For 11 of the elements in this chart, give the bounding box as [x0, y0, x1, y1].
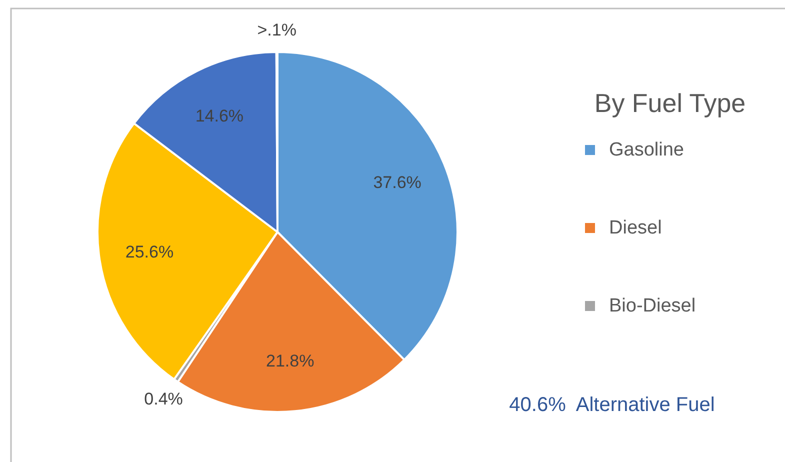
legend-title: By Fuel Type	[594, 88, 746, 118]
data-label: 37.6%	[373, 173, 422, 192]
data-label: 25.6%	[125, 242, 174, 262]
data-label: 0.4%	[144, 389, 183, 408]
data-label: 14.6%	[195, 106, 244, 126]
legend-label: Gasoline	[609, 140, 684, 160]
legend-label: Diesel	[609, 218, 662, 238]
data-label: >.1%	[257, 20, 296, 40]
text: 40.6% Alternative Fuel	[509, 394, 715, 416]
legend-label: Bio-Diesel	[609, 296, 696, 316]
data-label: 21.8%	[266, 351, 314, 370]
